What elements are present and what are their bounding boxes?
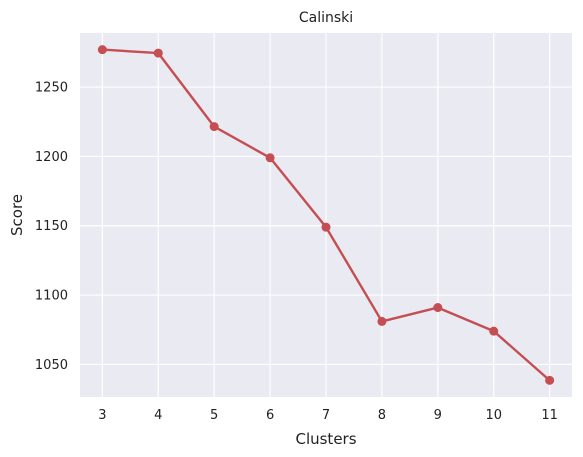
x-tick-label: 8 [378, 408, 386, 423]
grid-lines [80, 33, 572, 397]
y-tick-label: 1150 [35, 219, 68, 234]
x-tick-label: 4 [154, 408, 162, 423]
data-point [97, 45, 107, 55]
series-group [97, 45, 555, 385]
y-tick-label: 1050 [35, 358, 68, 373]
data-point [321, 222, 331, 232]
data-point [209, 122, 219, 132]
data-point [433, 303, 443, 313]
x-tick-label: 11 [541, 408, 558, 423]
y-tick-label: 1200 [35, 150, 68, 165]
data-point [545, 375, 555, 385]
y-tick-label: 1100 [35, 289, 68, 304]
data-point [153, 48, 163, 58]
data-point [377, 316, 387, 326]
y-axis-ticks: 1050 1100 1150 1200 1250 [35, 81, 68, 373]
chart-title: Calinski [299, 10, 353, 26]
data-point [489, 326, 499, 336]
x-axis-ticks: 3 4 5 6 7 8 9 10 11 [98, 408, 558, 423]
x-tick-label: 5 [210, 408, 218, 423]
x-tick-label: 6 [266, 408, 274, 423]
x-tick-label: 10 [485, 408, 502, 423]
x-tick-label: 7 [322, 408, 330, 423]
data-point [265, 153, 275, 163]
x-axis-label: Clusters [295, 430, 356, 448]
x-tick-label: 9 [434, 408, 442, 423]
y-tick-label: 1250 [35, 81, 68, 96]
y-axis-label: Score [8, 194, 26, 236]
x-tick-label: 3 [98, 408, 106, 423]
